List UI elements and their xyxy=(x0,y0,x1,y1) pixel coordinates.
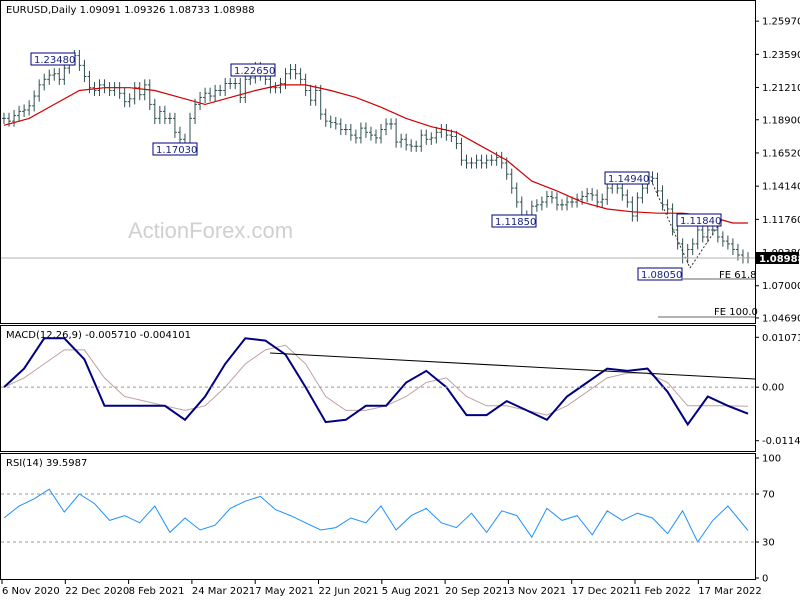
price-panel xyxy=(0,0,756,324)
macd-trendline xyxy=(269,352,756,380)
watermark: ActionForex.com xyxy=(128,218,293,243)
price-title: EURUSD,Daily 1.09091 1.09326 1.08733 1.0… xyxy=(6,5,255,16)
price-tick-label: 1.18900 xyxy=(762,115,800,126)
x-tick-label: 22 Dec 2020 xyxy=(65,586,129,597)
rsi-line xyxy=(3,488,749,543)
fe-100-label: FE 100.0 xyxy=(714,307,758,318)
price-tick-label: 1.25970 xyxy=(762,17,800,28)
x-tick-label: 5 Aug 2021 xyxy=(382,586,440,597)
swing-label-box xyxy=(676,213,722,227)
x-tick-label: 7 May 2021 xyxy=(255,586,314,597)
ma-plot xyxy=(3,84,748,224)
macd-signal-line xyxy=(3,344,749,416)
rsi-tick-label: 70 xyxy=(762,490,775,501)
rsi-tick-label: 30 xyxy=(762,538,775,549)
x-tick-label: 24 Mar 2021 xyxy=(192,586,255,597)
swing-label-box xyxy=(491,214,537,228)
swing-label-box xyxy=(30,52,76,66)
price-tick-label: 1.21210 xyxy=(762,83,800,94)
projection-line xyxy=(650,179,691,269)
macd-axis: 0.010719 0.00 -0.011499 xyxy=(1,333,800,447)
rsi-plot xyxy=(3,488,749,543)
price-tick-label: 1.11760 xyxy=(762,215,800,226)
projection-line xyxy=(689,219,723,269)
macd-tick-label: -0.011499 xyxy=(762,436,800,447)
current-price-box xyxy=(756,252,799,265)
swing-label: 1.11850 xyxy=(495,217,536,228)
swing-label: 1.22650 xyxy=(234,66,275,77)
rsi-panel xyxy=(0,453,756,580)
price-tick-label: 1.16520 xyxy=(762,148,800,159)
price-tick-label: 1.07000 xyxy=(762,281,800,292)
rsi-tick-label: 0 xyxy=(762,574,768,585)
x-tick-label: 1 Feb 2022 xyxy=(635,586,691,597)
swing-label-box xyxy=(152,142,198,156)
swing-label-box xyxy=(604,171,650,185)
macd-panel xyxy=(0,325,756,452)
x-axis: 6 Nov 2020 22 Dec 2020 8 Feb 2021 24 Mar 20… xyxy=(1,580,762,597)
x-tick-label: 6 Nov 2020 xyxy=(2,586,60,597)
macd-line xyxy=(3,337,749,427)
rsi-title: RSI(14) 39.5987 xyxy=(6,458,87,469)
x-tick-label: 20 Sep 2021 xyxy=(445,586,508,597)
swing-label: 1.23480 xyxy=(34,55,75,66)
macd-plot xyxy=(3,337,756,427)
swing-label-box xyxy=(637,267,683,281)
x-tick-label: 22 Jun 2021 xyxy=(319,586,379,597)
macd-tick-label: 0.00 xyxy=(762,383,784,394)
macd-tick-label: 0.010719 xyxy=(762,333,800,344)
x-tick-label: 3 Nov 2021 xyxy=(508,586,566,597)
rsi-axis: 100 70 30 0 xyxy=(1,454,781,585)
annotations: 1.23480 1.22650 1.17030 1.11850 1.14940 1.118… xyxy=(30,52,758,318)
price-tick-label: 1.14140 xyxy=(762,182,800,193)
x-tick-label: 8 Feb 2021 xyxy=(129,586,185,597)
current-price-label: 1.08988 xyxy=(759,254,800,265)
moving-average-line xyxy=(3,84,748,224)
x-tick-label: 17 Dec 2021 xyxy=(572,586,636,597)
x-tick-label: 17 Mar 2022 xyxy=(698,586,761,597)
price-tick-label: 1.23590 xyxy=(762,50,800,61)
price-axis: 1.25970 1.23590 1.21210 1.18900 1.16520 1.141… xyxy=(1,17,800,324)
macd-title: MACD(12,26,9) -0.005710 -0.004101 xyxy=(6,330,191,341)
swing-label: 1.14940 xyxy=(608,174,649,185)
fe-618-label: FE 61.8 xyxy=(719,270,757,281)
swing-label: 1.11840 xyxy=(680,216,721,227)
swing-label: 1.08050 xyxy=(641,270,682,281)
swing-label: 1.17030 xyxy=(156,145,197,156)
swing-label-box xyxy=(230,63,276,77)
price-tick-label: 1.04690 xyxy=(762,313,800,324)
rsi-tick-label: 100 xyxy=(762,454,781,465)
